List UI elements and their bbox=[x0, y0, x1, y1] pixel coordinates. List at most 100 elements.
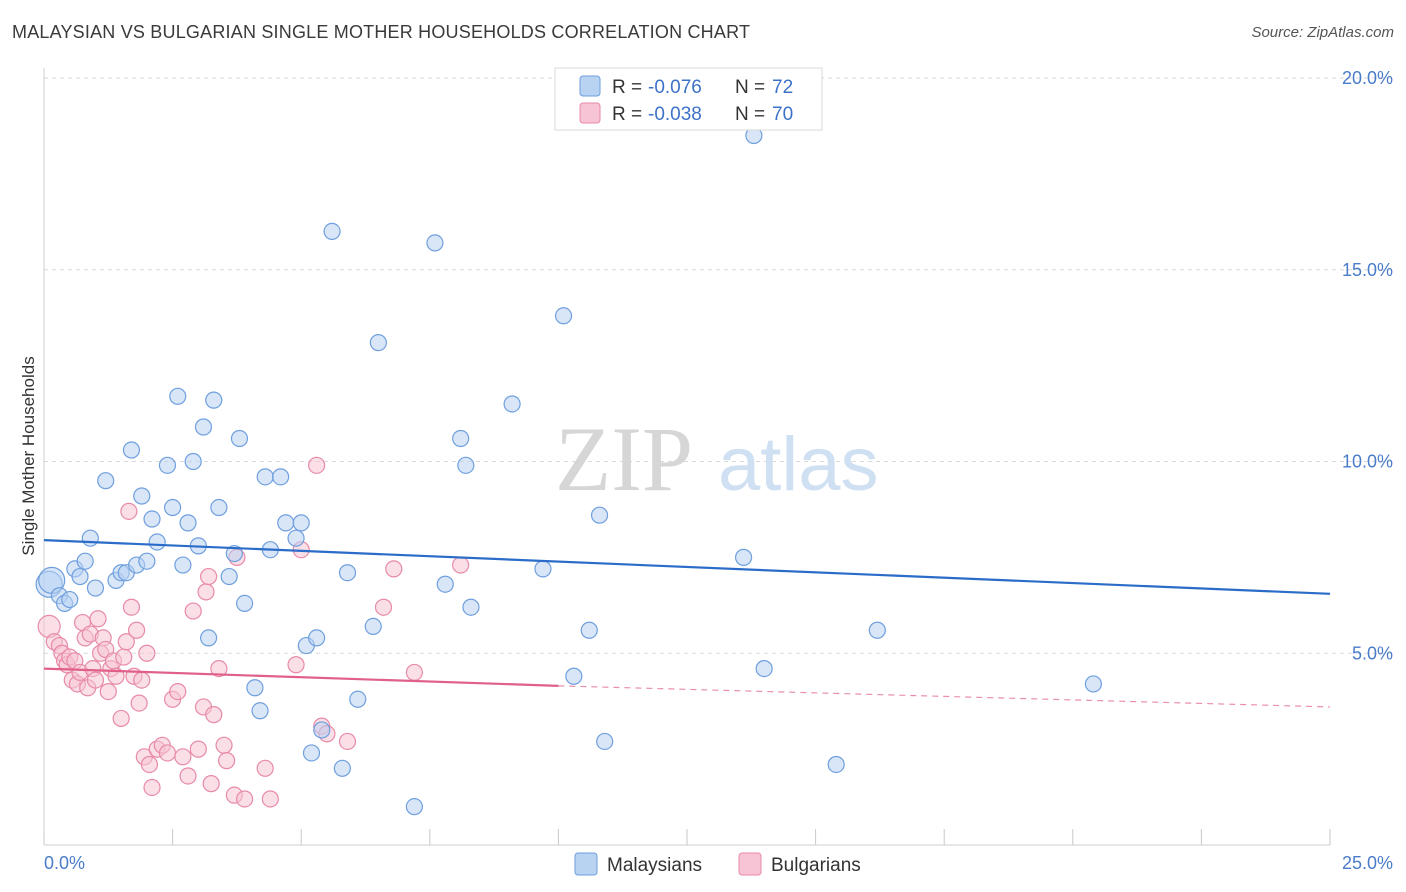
bulgarian-point bbox=[174, 748, 192, 766]
malaysian-point bbox=[565, 667, 583, 685]
legend-n-value-2: 70 bbox=[772, 104, 793, 125]
malaysian-point bbox=[827, 755, 845, 774]
bulgarian-point bbox=[120, 502, 138, 520]
bulgarian-point bbox=[287, 656, 305, 674]
malaysian-point bbox=[210, 498, 228, 517]
bulgarian-point bbox=[405, 663, 423, 682]
malaysian-point bbox=[148, 533, 166, 551]
y-tick-label-2: 15.0% bbox=[1342, 260, 1393, 280]
malaysian-point bbox=[287, 529, 305, 547]
malaysian-point bbox=[734, 548, 753, 566]
bottom-swatch-bulgarians[interactable] bbox=[738, 852, 762, 876]
bulgarians-trend-extension bbox=[558, 685, 1331, 708]
malaysian-point bbox=[1084, 675, 1102, 693]
malaysian-point bbox=[534, 560, 552, 578]
bulgarian-point bbox=[179, 767, 197, 785]
malaysian-point bbox=[426, 234, 444, 252]
malaysian-point bbox=[184, 452, 202, 471]
bulgarian-point bbox=[374, 598, 393, 616]
bulgarian-point bbox=[115, 648, 133, 666]
malaysian-point bbox=[179, 514, 197, 532]
malaysian-point bbox=[590, 506, 609, 524]
malaysian-point bbox=[225, 544, 243, 563]
grid-lines bbox=[44, 77, 1392, 654]
bulgarian-point bbox=[218, 752, 236, 770]
legend-n-label-2: N = bbox=[735, 104, 765, 125]
x-tick-label-0: 0.0% bbox=[44, 853, 85, 873]
legend-r-label-2: R = bbox=[612, 104, 642, 125]
malaysian-point bbox=[205, 391, 223, 409]
bulgarian-point bbox=[338, 732, 357, 751]
malaysian-point bbox=[369, 334, 387, 352]
y-tick-label-0: 5.0% bbox=[1352, 643, 1393, 663]
malaysian-point bbox=[81, 529, 99, 547]
malaysian-point bbox=[338, 564, 357, 582]
bulgarian-point bbox=[210, 659, 228, 678]
bulgarian-point bbox=[169, 682, 187, 701]
malaysian-point bbox=[596, 732, 614, 751]
malaysian-point bbox=[457, 456, 475, 474]
bulgarian-point bbox=[99, 682, 117, 701]
y-axis-title: Single Mother Households bbox=[19, 356, 38, 555]
malaysian-point bbox=[138, 552, 156, 570]
malaysian-point bbox=[405, 798, 423, 816]
bulgarian-point bbox=[184, 602, 202, 620]
bulgarian-point bbox=[256, 759, 274, 777]
malaysian-point bbox=[194, 418, 213, 436]
bulgarian-point bbox=[133, 671, 151, 689]
malaysian-point bbox=[122, 441, 141, 459]
malaysians-trend-line bbox=[43, 539, 1331, 595]
watermark-atlas: atlas bbox=[718, 422, 879, 507]
bulgarian-point bbox=[202, 775, 220, 793]
malaysian-point bbox=[868, 621, 886, 639]
bulgarian-point bbox=[200, 567, 218, 586]
malaysian-point bbox=[277, 514, 295, 532]
malaysian-point bbox=[230, 429, 249, 448]
malaysian-point bbox=[256, 468, 274, 486]
axes bbox=[43, 68, 1331, 846]
bulgarian-point bbox=[140, 755, 159, 774]
bottom-swatch-malaysians[interactable] bbox=[574, 852, 598, 876]
chart-title: MALAYSIAN VS BULGARIAN SINGLE MOTHER HOU… bbox=[12, 22, 751, 42]
bulgarian-point bbox=[86, 671, 105, 689]
bulgarian-point bbox=[215, 736, 233, 754]
bulgarian-point bbox=[236, 790, 254, 808]
malaysian-point bbox=[554, 307, 573, 325]
bulgarian-point bbox=[197, 583, 215, 601]
correlation-legend: R = -0.076 N = 72 R = -0.038 N = 70 bbox=[554, 67, 823, 131]
bulgarian-point bbox=[205, 706, 223, 724]
source-label: Source: ZipAtlas.com bbox=[1251, 24, 1394, 41]
malaysian-point bbox=[164, 498, 182, 517]
malaysian-point bbox=[174, 556, 192, 574]
legend-r-label-1: R = bbox=[612, 77, 642, 98]
malaysian-point bbox=[313, 721, 331, 739]
malaysian-point bbox=[333, 759, 351, 777]
malaysian-point bbox=[302, 744, 321, 762]
malaysian-point bbox=[220, 567, 238, 586]
bulgarian-point bbox=[158, 744, 177, 762]
bulgarian-point bbox=[127, 621, 146, 639]
malaysian-point bbox=[97, 472, 115, 490]
malaysian-point bbox=[436, 575, 454, 593]
malaysians-points bbox=[35, 126, 1102, 816]
malaysian-point bbox=[292, 514, 310, 532]
malaysian-point bbox=[200, 629, 218, 647]
malaysian-point bbox=[755, 659, 773, 678]
bulgarian-point bbox=[107, 667, 125, 685]
bottom-label-malaysians[interactable]: Malaysians bbox=[607, 855, 702, 876]
malaysian-point bbox=[462, 598, 480, 616]
malaysian-point bbox=[349, 690, 367, 708]
bottom-label-bulgarians[interactable]: Bulgarians bbox=[771, 855, 861, 876]
malaysian-point bbox=[364, 617, 382, 636]
y-tick-label-1: 10.0% bbox=[1342, 452, 1393, 472]
bulgarian-point bbox=[89, 610, 107, 628]
legend-r-value-1: -0.076 bbox=[648, 77, 702, 98]
malaysian-point bbox=[323, 222, 341, 240]
malaysian-point bbox=[272, 468, 290, 486]
y-tick-labels: 5.0% 10.0% 15.0% 20.0% bbox=[1342, 68, 1393, 663]
malaysian-point bbox=[61, 590, 79, 609]
malaysian-point bbox=[503, 395, 521, 413]
bulgarians-points bbox=[37, 456, 470, 808]
malaysian-point bbox=[251, 702, 269, 720]
